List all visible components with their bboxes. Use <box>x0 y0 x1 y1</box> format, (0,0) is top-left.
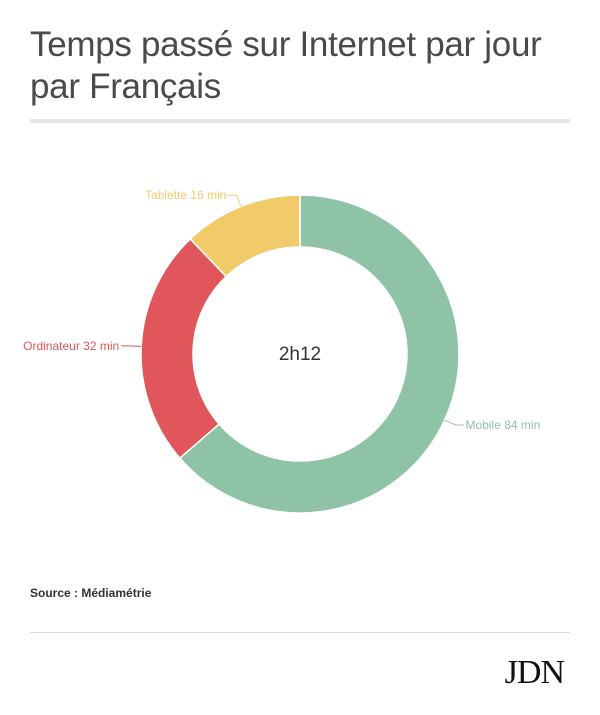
slices-layer <box>140 194 460 514</box>
title-divider <box>30 119 570 123</box>
center-label: 2h12 <box>279 344 321 365</box>
leader-line-mobile <box>444 419 464 426</box>
labels-layer: Mobile 84 min Ordinateur 32 min Tablette 1… <box>23 188 540 432</box>
slice-mobile <box>178 194 460 514</box>
jdn-logo: JDN <box>504 654 565 691</box>
slice-label-mobile: Mobile 84 min <box>466 418 541 432</box>
footer-divider <box>30 632 570 633</box>
leader-line-tablette <box>228 194 242 207</box>
source-note: Source : Médiamétrie <box>30 586 152 600</box>
donut-chart: Mobile 84 min Ordinateur 32 min Tablette 1… <box>23 188 540 514</box>
slice-label-tablette: Tablette 16 min <box>145 188 226 202</box>
slice-ordinateur <box>140 237 228 460</box>
chart-title: Temps passé sur Internet par jour par Fr… <box>30 25 542 106</box>
slice-tablette <box>189 194 301 278</box>
slice-label-ordinateur: Ordinateur 32 min <box>23 339 119 353</box>
leader-line-ordinateur <box>121 345 142 347</box>
